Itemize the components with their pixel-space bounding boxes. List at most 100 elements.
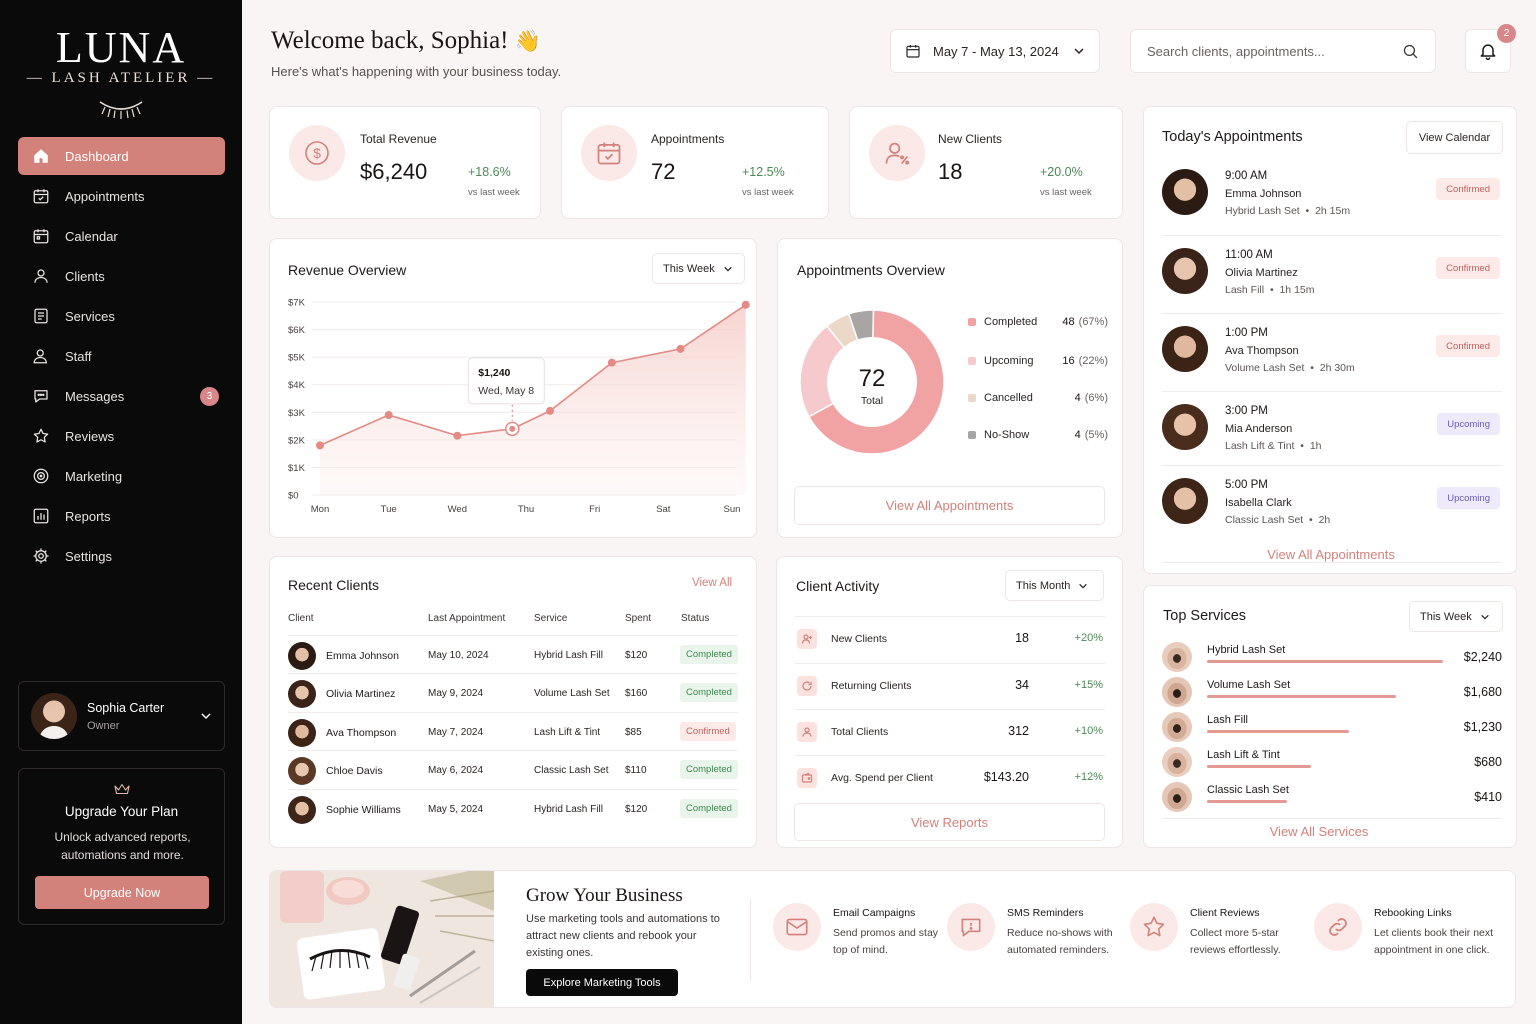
view-all-appointments-button[interactable]: View All Appointments <box>794 486 1105 525</box>
gear-icon <box>31 546 51 566</box>
donut-total-label: Total <box>861 395 883 407</box>
sidebar-item-marketing[interactable]: Marketing <box>18 457 225 495</box>
sidebar-item-settings[interactable]: Settings <box>18 537 225 575</box>
sidebar-item-label: Services <box>65 308 115 324</box>
activity-label: Total Clients <box>831 726 889 738</box>
service-item[interactable]: Lash Lift & Tint $680 <box>1162 745 1502 781</box>
y-tick-label: $7K <box>288 298 306 309</box>
appointment-item[interactable]: 9:00 AM Emma Johnson Hybrid Lash Set • 2… <box>1162 157 1502 235</box>
column-header: Last Appointment <box>428 613 506 624</box>
appointment-item[interactable]: 3:00 PM Mia Anderson Lash Lift & Tint • … <box>1162 391 1502 465</box>
stat-comparison: vs last week <box>1040 187 1092 198</box>
card-title: Revenue Overview <box>288 262 407 278</box>
service-item[interactable]: Hybrid Lash Set $2,240 <box>1162 640 1502 676</box>
legend-item: Completed 48 (67%) <box>968 316 1108 328</box>
search-input[interactable] <box>1147 43 1402 59</box>
table-row[interactable]: Emma Johnson May 10, 2024 Hybrid Lash Fi… <box>288 635 738 673</box>
status-badge: Confirmed <box>680 722 736 741</box>
sidebar-item-messages[interactable]: Messages 3 <box>18 377 225 415</box>
sidebar-item-reviews[interactable]: Reviews <box>18 417 225 455</box>
sidebar-item-calendar[interactable]: Calendar <box>18 217 225 255</box>
legend-item: No-Show 4 (5%) <box>968 429 1108 441</box>
revenue-overview-card: Revenue Overview This Week $0 $1K $2K $3K $4… <box>269 238 757 538</box>
appointment-time: 1:00 PM <box>1225 327 1268 339</box>
data-point[interactable] <box>546 406 555 415</box>
eye-lash-icon <box>1162 677 1192 707</box>
avatar <box>1162 326 1208 372</box>
service-name: Hybrid Lash Fill <box>534 650 603 661</box>
appointment-time: 9:00 AM <box>1225 170 1268 182</box>
legend-percent: (6%) <box>1084 392 1108 404</box>
eye-lash-icon <box>1162 642 1192 672</box>
sidebar-item-clients[interactable]: Clients <box>18 257 225 295</box>
upgrade-now-button[interactable]: Upgrade Now <box>35 876 209 909</box>
appointment-item[interactable]: 1:00 PM Ava Thompson Volume Lash Set • 2… <box>1162 313 1502 391</box>
service-revenue: $410 <box>1474 790 1502 804</box>
table-row[interactable]: Olivia Martinez May 9, 2024 Volume Lash … <box>288 673 738 711</box>
data-point[interactable] <box>741 300 750 309</box>
feature-title: Rebooking Links <box>1374 907 1452 919</box>
search-icon[interactable] <box>1402 43 1419 60</box>
table-row[interactable]: Chloe Davis May 6, 2024 Classic Lash Set… <box>288 750 738 788</box>
sidebar-item-appointments[interactable]: Appointments <box>18 177 225 215</box>
select-value: This Week <box>1420 610 1472 623</box>
service-item[interactable]: Classic Lash Set $410 <box>1162 780 1502 816</box>
last-appointment-date: May 10, 2024 <box>428 650 489 661</box>
avatar <box>1162 404 1208 450</box>
last-appointment-date: May 6, 2024 <box>428 765 484 776</box>
activity-row: Avg. Spend per Client $143.20 +12% <box>795 755 1105 801</box>
sidebar-item-services[interactable]: Services <box>18 297 225 335</box>
date-range-label: May 7 - May 13, 2024 <box>933 43 1059 59</box>
explore-marketing-tools-button[interactable]: Explore Marketing Tools <box>526 969 678 996</box>
notifications-button[interactable]: 2 <box>1465 24 1516 73</box>
sidebar-item-label: Reviews <box>65 428 115 444</box>
view-all-clients-link[interactable]: View All <box>692 577 733 589</box>
sidebar-item-reports[interactable]: Reports <box>18 497 225 535</box>
data-point[interactable] <box>453 431 462 440</box>
appointment-item[interactable]: 11:00 AM Olivia Martinez Lash Fill • 1h … <box>1162 235 1502 313</box>
stat-comparison: vs last week <box>468 187 520 198</box>
appointment-item[interactable]: 5:00 PM Isabella Clark Classic Lash Set … <box>1162 465 1502 539</box>
data-point[interactable] <box>676 344 685 353</box>
data-point[interactable] <box>607 358 616 367</box>
view-all-services-link[interactable]: View All Services <box>1144 824 1494 839</box>
stat-change: +20.0% <box>1040 165 1083 179</box>
revenue-period-select[interactable]: This Week <box>652 253 745 284</box>
activity-period-select[interactable]: This Month <box>1005 570 1104 601</box>
view-reports-button[interactable]: View Reports <box>794 803 1105 841</box>
service-name: Lash Lift & Tint <box>1207 749 1280 761</box>
appointment-details: Lash Fill • 1h 15m <box>1225 284 1315 296</box>
sidebar-item-staff[interactable]: Staff <box>18 337 225 375</box>
legend-swatch <box>968 394 976 402</box>
service-name: Volume Lash Set <box>1207 679 1291 691</box>
users-icon <box>31 346 51 366</box>
table-row[interactable]: Sophie Williams May 5, 2024 Hybrid Lash … <box>288 789 738 827</box>
table-row[interactable]: Ava Thompson May 7, 2024 Lash Lift & Tin… <box>288 712 738 750</box>
view-calendar-button[interactable]: View Calendar <box>1406 121 1503 154</box>
avatar <box>288 680 316 708</box>
stat-label: New Clients <box>938 132 1003 146</box>
svg-text:$: $ <box>313 145 321 161</box>
client-activity-card: Client Activity This Month New Clients 1… <box>776 556 1123 848</box>
service-item[interactable]: Volume Lash Set $1,680 <box>1162 675 1502 711</box>
view-all-appointments-link[interactable]: View All Appointments <box>1144 547 1518 562</box>
services-period-select[interactable]: This Week <box>1409 601 1503 632</box>
service-name: Lash Fill <box>1207 714 1248 726</box>
stat-value: $6,240 <box>360 159 428 184</box>
date-range-picker[interactable]: May 7 - May 13, 2024 <box>890 29 1100 73</box>
service-item[interactable]: Lash Fill $1,230 <box>1162 710 1502 746</box>
y-tick-label: $5K <box>288 353 306 364</box>
star-icon <box>31 426 51 446</box>
messages-badge: 3 <box>200 386 219 406</box>
data-point[interactable] <box>316 441 324 450</box>
upgrade-plan-card: Upgrade Your Plan Unlock advanced report… <box>18 768 225 925</box>
user-profile-card[interactable]: Sophia Carter Owner <box>18 681 225 751</box>
sidebar-item-dashboard[interactable]: Dashboard <box>18 137 225 175</box>
stat-label: Appointments <box>651 132 725 146</box>
last-appointment-date: May 9, 2024 <box>428 688 484 699</box>
search-bar <box>1130 29 1436 73</box>
data-point[interactable] <box>384 411 393 420</box>
y-tick-label: $2K <box>288 435 306 446</box>
appointment-details: Volume Lash Set • 2h 30m <box>1225 362 1355 374</box>
x-tick-label: Thu <box>518 504 534 515</box>
